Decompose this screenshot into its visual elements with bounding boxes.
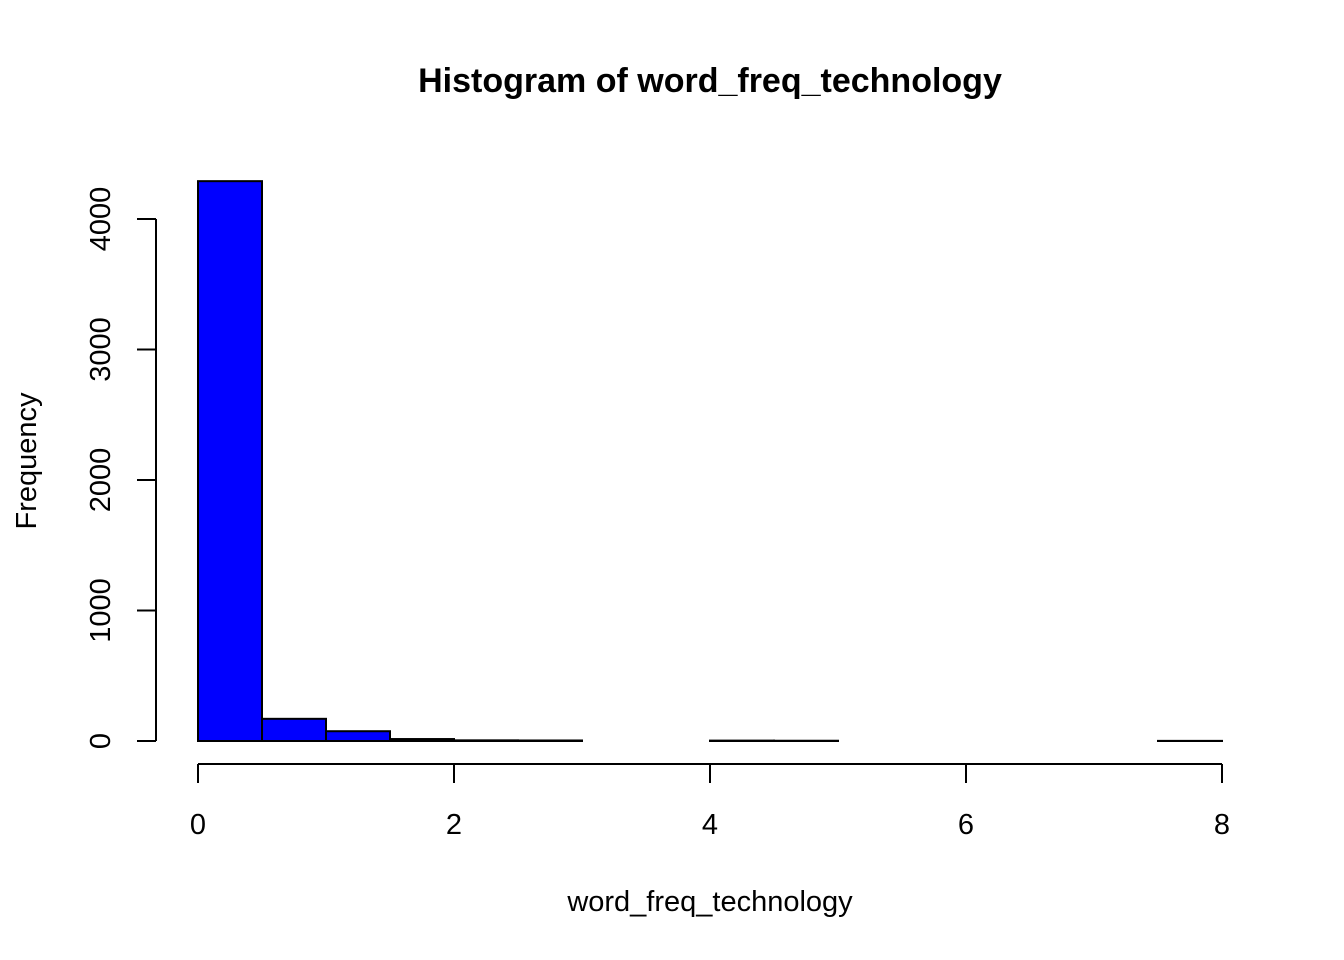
histogram-bar-5 bbox=[517, 739, 583, 743]
y-tick-label: 2000 bbox=[85, 448, 117, 513]
x-axis-label: word_freq_technology bbox=[566, 886, 853, 918]
bars-group bbox=[197, 180, 1223, 743]
x-tick-label: 6 bbox=[958, 809, 974, 841]
y-tick-label: 0 bbox=[85, 733, 117, 749]
y-tick-label: 3000 bbox=[85, 317, 117, 382]
y-axis: 0 1000 2000 3000 4000 bbox=[85, 187, 157, 749]
histogram-bar-2 bbox=[325, 730, 391, 743]
y-tick-label: 4000 bbox=[85, 187, 117, 252]
y-axis-label: Frequency bbox=[11, 392, 43, 530]
x-tick-label: 8 bbox=[1214, 809, 1230, 841]
histogram-bar-1 bbox=[261, 717, 327, 743]
histogram-bar-3 bbox=[389, 738, 455, 742]
x-tick-label: 2 bbox=[446, 809, 462, 841]
chart-title: Histogram of word_freq_technology bbox=[418, 62, 1002, 100]
x-tick-label: 0 bbox=[190, 809, 206, 841]
x-tick-label: 4 bbox=[702, 809, 718, 841]
histogram-bar-0 bbox=[197, 180, 263, 742]
x-axis: 0 2 4 6 8 bbox=[190, 763, 1230, 841]
y-tick-label: 1000 bbox=[85, 578, 117, 643]
histogram-bar-4 bbox=[453, 739, 519, 742]
